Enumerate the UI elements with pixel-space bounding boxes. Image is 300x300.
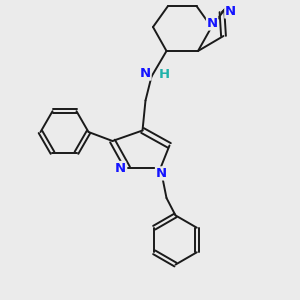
Text: N: N bbox=[114, 161, 126, 175]
Text: N: N bbox=[140, 67, 151, 80]
Text: N: N bbox=[206, 17, 218, 30]
Text: N: N bbox=[225, 5, 236, 18]
Text: H: H bbox=[158, 68, 170, 82]
Text: N: N bbox=[155, 167, 167, 180]
